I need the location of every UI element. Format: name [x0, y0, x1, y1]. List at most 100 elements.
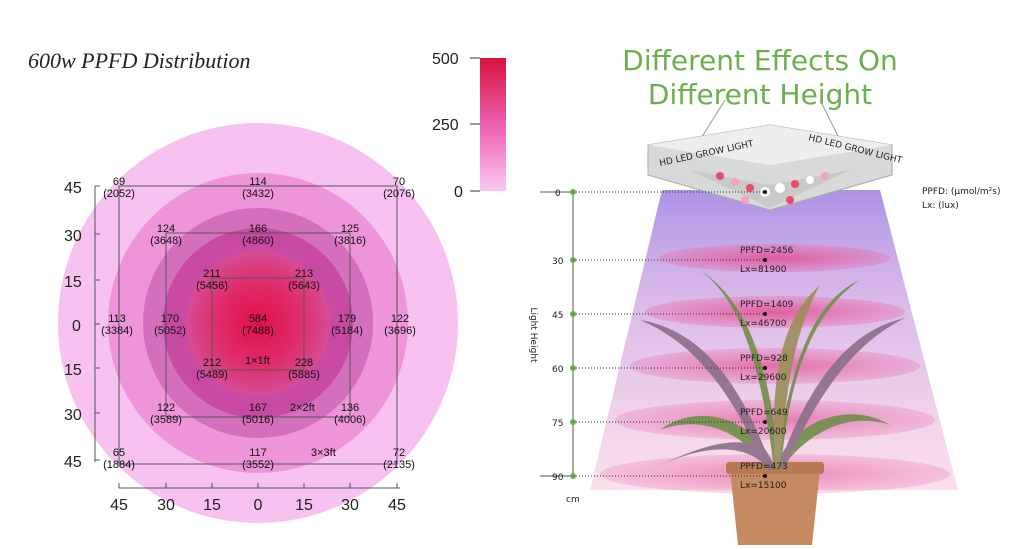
svg-text:(5184): (5184)	[331, 325, 363, 337]
svg-text:(3696): (3696)	[384, 325, 416, 337]
svg-text:(5456): (5456)	[196, 280, 228, 292]
svg-text:Lx=29600: Lx=29600	[740, 373, 787, 383]
svg-text:584: 584	[249, 313, 267, 325]
x-tick: 45	[388, 497, 406, 514]
svg-text:Lx=81900: Lx=81900	[740, 265, 787, 275]
scale-label: 250	[432, 117, 459, 134]
square-1x1ft	[211, 277, 305, 371]
svg-text:179: 179	[338, 313, 356, 325]
svg-text:69: 69	[113, 176, 125, 188]
svg-text:(5052): (5052)	[154, 325, 186, 337]
point: 70(2076)	[383, 176, 415, 200]
svg-text:117: 117	[249, 447, 267, 459]
height-rows: 0 30 PPFD=2456 Lx=81900 45 PPFD=1409 Lx=…	[552, 189, 794, 491]
area-squares	[118, 185, 398, 465]
svg-text:PPFD=473: PPFD=473	[740, 462, 788, 472]
square-2x2ft	[165, 232, 351, 418]
svg-text:114: 114	[249, 176, 267, 188]
point: 170(5052)	[154, 313, 186, 337]
point: 166(4860)	[242, 223, 274, 247]
legend-lx: Lx: (lux)	[922, 201, 959, 211]
y-tick: 0	[72, 318, 81, 335]
color-scale: 500 250 0	[432, 51, 506, 201]
svg-text:72: 72	[393, 447, 405, 459]
height-axis: Light Height cm	[528, 191, 580, 505]
scale-label: 500	[432, 51, 459, 68]
label-3x3ft: 3×3ft	[311, 447, 336, 459]
x-axis-ticks: 45 30 15 0 15 30 45	[110, 497, 406, 514]
svg-text:65: 65	[113, 447, 125, 459]
svg-text:(3432): (3432)	[242, 188, 274, 200]
x-tick: 15	[295, 497, 313, 514]
svg-text:45: 45	[552, 311, 563, 321]
svg-text:213: 213	[295, 268, 313, 280]
point: 122(3589)	[150, 402, 182, 426]
point: 113(3384)	[101, 313, 133, 337]
svg-text:PPFD=2456: PPFD=2456	[740, 246, 794, 256]
distribution-rings	[58, 123, 458, 523]
svg-text:167: 167	[249, 402, 267, 414]
svg-text:(5643): (5643)	[288, 280, 320, 292]
point: 179(5184)	[331, 313, 363, 337]
svg-text:(3589): (3589)	[150, 414, 182, 426]
svg-text:122: 122	[391, 313, 409, 325]
svg-text:212: 212	[203, 357, 221, 369]
point: 125(3816)	[334, 223, 366, 247]
y-tick: 30	[64, 407, 82, 424]
outer-axis-lines	[94, 185, 400, 489]
measurement-points: 69(2052) 114(3432) 70(2076) 124(3648) 16…	[101, 176, 416, 471]
svg-text:122: 122	[157, 402, 175, 414]
svg-text:(4006): (4006)	[334, 414, 366, 426]
svg-text:228: 228	[295, 357, 313, 369]
svg-text:(3552): (3552)	[242, 459, 274, 471]
lamp-leds	[716, 172, 829, 204]
point: 69(2052)	[103, 176, 135, 200]
svg-text:(2135): (2135)	[383, 459, 415, 471]
svg-text:124: 124	[157, 223, 175, 235]
point: 124(3648)	[150, 223, 182, 247]
y-tick: 45	[64, 454, 82, 471]
x-tick: 0	[254, 497, 263, 514]
y-axis-ticks: 45 30 15 0 15 30 45	[64, 180, 82, 471]
height-row-60: 60 PPFD=928 Lx=29600	[552, 354, 788, 383]
svg-text:0: 0	[555, 189, 561, 199]
height-row-45: 45 PPFD=1409 Lx=46700	[552, 300, 794, 329]
svg-text:(4860): (4860)	[242, 235, 274, 247]
svg-text:PPFD=649: PPFD=649	[740, 408, 788, 418]
point: 117(3552)	[242, 447, 274, 471]
y-tick: 15	[64, 362, 82, 379]
intensity-band	[660, 244, 890, 272]
grow-light-lamp: HD LED GROW LIGHT HD LED GROW LIGHT	[647, 99, 903, 211]
x-tick: 30	[157, 497, 175, 514]
x-tick: 30	[341, 497, 359, 514]
height-row-0: 0	[555, 189, 767, 199]
point: 584(7488)	[242, 313, 274, 337]
point: 212(5489)	[196, 357, 228, 381]
svg-text:113: 113	[108, 313, 126, 325]
height-unit: cm	[566, 495, 580, 505]
svg-text:(5885): (5885)	[288, 369, 320, 381]
x-tick: 45	[110, 497, 128, 514]
intensity-band	[645, 296, 905, 328]
plant-pot	[730, 470, 820, 545]
point: 136(4006)	[334, 402, 366, 426]
ring-center	[186, 251, 330, 395]
svg-text:60: 60	[552, 365, 564, 375]
point: 122(3696)	[384, 313, 416, 337]
x-tick: 15	[203, 497, 221, 514]
svg-text:(3384): (3384)	[101, 325, 133, 337]
point: 114(3432)	[242, 176, 274, 200]
svg-text:30: 30	[552, 257, 564, 267]
height-effects-title: Different Effects On Different Height	[560, 44, 960, 112]
svg-text:(1884): (1884)	[103, 459, 135, 471]
label-2x2ft: 2×2ft	[290, 402, 315, 414]
point: 213(5643)	[288, 268, 320, 292]
legend-ppfd: PPFD: (µmol/m²s)	[922, 187, 1000, 197]
svg-text:(7488): (7488)	[242, 325, 274, 337]
point: 72(2135)	[383, 447, 415, 471]
svg-text:75: 75	[552, 419, 563, 429]
svg-text:70: 70	[393, 176, 405, 188]
height-row-30: 30 PPFD=2456 Lx=81900	[552, 246, 794, 275]
y-tick: 30	[64, 228, 82, 245]
